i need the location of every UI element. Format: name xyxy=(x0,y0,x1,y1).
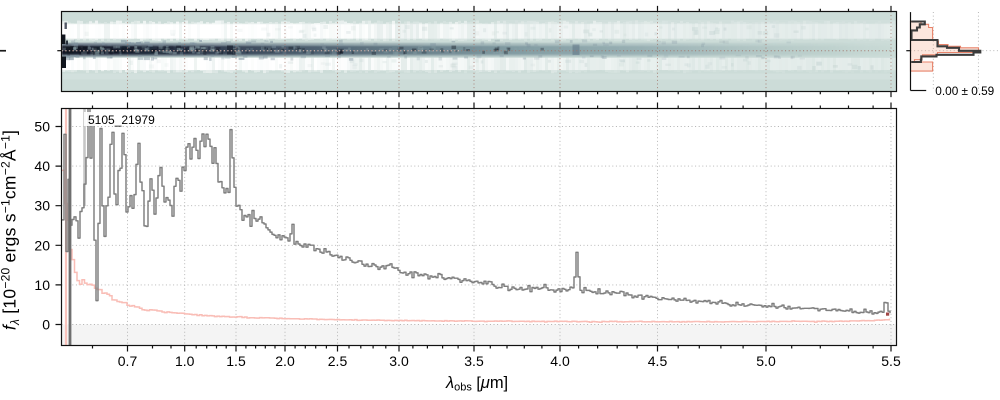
svg-text:3.5: 3.5 xyxy=(464,353,484,369)
svg-text:3.0: 3.0 xyxy=(389,353,409,369)
svg-text:2.0: 2.0 xyxy=(275,353,295,369)
svg-text:1.5: 1.5 xyxy=(226,353,246,369)
svg-text:10: 10 xyxy=(34,277,50,293)
svg-text:4.5: 4.5 xyxy=(648,353,668,369)
svg-text:20: 20 xyxy=(34,237,50,253)
svg-text:λobs [μm]: λobs [μm] xyxy=(445,374,508,394)
svg-text:1.0: 1.0 xyxy=(175,353,195,369)
svg-text:30: 30 xyxy=(34,198,50,214)
svg-text:2.5: 2.5 xyxy=(328,353,348,369)
svg-text:5.0: 5.0 xyxy=(756,353,776,369)
svg-text:0: 0 xyxy=(42,317,50,333)
svg-text:50: 50 xyxy=(34,119,50,135)
svg-text:5105_21979: 5105_21979 xyxy=(88,113,155,127)
svg-text:40: 40 xyxy=(34,158,50,174)
svg-text:fλ [10−20 ergs s−1cm−2Å−1]: fλ [10−20 ergs s−1cm−2Å−1] xyxy=(0,130,22,330)
svg-text:4.0: 4.0 xyxy=(550,353,570,369)
svg-text:0.7: 0.7 xyxy=(118,353,138,369)
svg-text:5.5: 5.5 xyxy=(881,353,901,369)
svg-text:0.00 ± 0.59: 0.00 ± 0.59 xyxy=(935,84,994,98)
